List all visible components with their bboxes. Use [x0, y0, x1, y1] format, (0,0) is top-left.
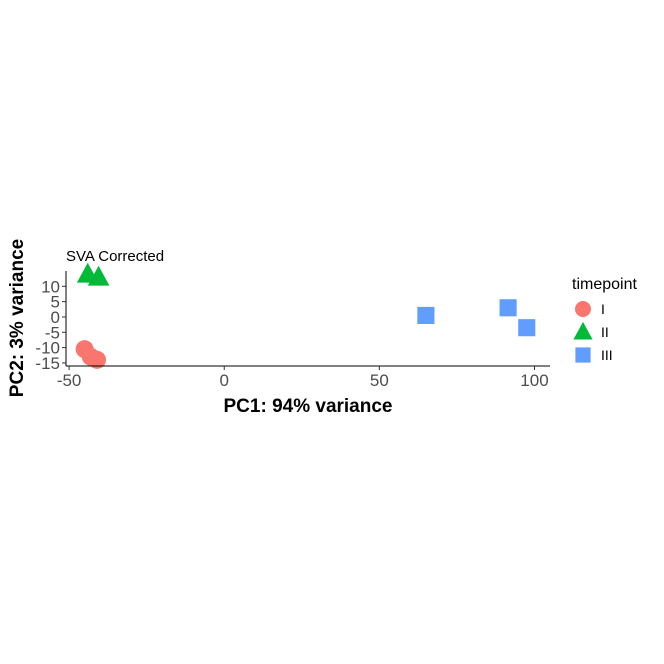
y-tick-label: -15	[35, 354, 60, 373]
legend-key-I	[575, 301, 591, 317]
series-III	[417, 299, 536, 337]
plot-area	[75, 262, 536, 369]
legend-label: III	[601, 347, 613, 363]
series-I	[75, 340, 107, 369]
legend-label: I	[601, 301, 605, 317]
legend-label: II	[601, 324, 609, 340]
y-tick-label: 10	[41, 277, 60, 296]
x-tick-label: 0	[219, 371, 228, 390]
data-point	[87, 265, 110, 286]
x-tick-label: 50	[370, 371, 389, 390]
y-tick-label: 5	[51, 293, 60, 312]
y-tick-label: -5	[45, 323, 60, 342]
x-axis: -50 0 50 100	[57, 365, 550, 390]
x-tick-label: -50	[57, 371, 82, 390]
plot-title: SVA Corrected	[66, 248, 164, 265]
legend-key-II	[573, 321, 593, 340]
data-point	[499, 299, 517, 317]
data-point	[88, 350, 107, 369]
x-tick-label: 100	[520, 371, 548, 390]
data-point	[417, 306, 435, 324]
y-tick-label: -10	[35, 339, 60, 358]
x-axis-title: PC1: 94% variance	[224, 396, 393, 417]
y-tick-label: 0	[51, 308, 60, 327]
data-point	[518, 319, 536, 337]
y-axis-title: PC2: 3% variance	[7, 239, 28, 397]
series-II	[76, 262, 110, 286]
legend-key-III	[575, 347, 591, 363]
legend-title: timepoint	[572, 276, 637, 293]
